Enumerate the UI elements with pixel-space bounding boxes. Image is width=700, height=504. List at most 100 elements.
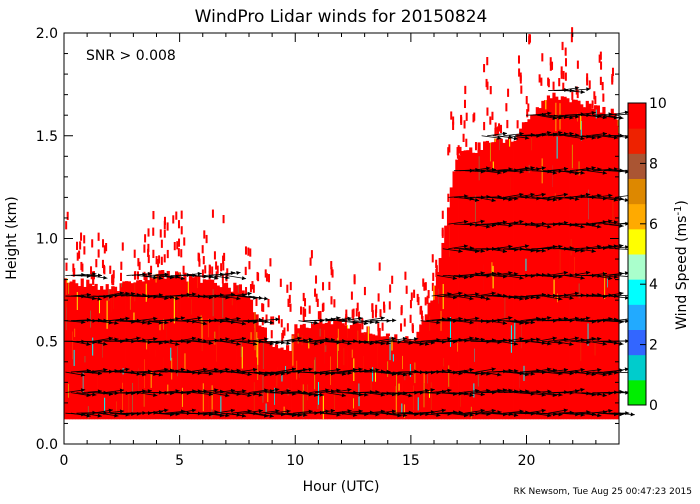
wind-speed-cell (178, 239, 180, 247)
wind-speed-cell (596, 110, 597, 119)
wind-speed-cell (618, 120, 619, 126)
wind-speed-cell (383, 336, 386, 419)
wind-speed-cell (413, 290, 415, 298)
wind-speed-cell (455, 160, 458, 420)
wind-speed-cell (91, 239, 93, 247)
wind-speed-cell (208, 280, 211, 420)
wind-speed-cell (351, 292, 353, 300)
snr-annotation: SNR > 0.008 (86, 48, 176, 64)
wind-speed-cell (213, 289, 214, 316)
colorbar-segment (628, 279, 646, 305)
wind-speed-cell (494, 139, 497, 420)
colorbar-segment (628, 229, 646, 255)
wind-speed-cell (565, 73, 567, 81)
wind-speed-cell (81, 279, 84, 420)
wind-speed-cell (429, 390, 430, 398)
wind-speed-cell (161, 257, 163, 265)
wind-speed-cell (557, 137, 558, 159)
wind-speed-cell (148, 255, 150, 263)
wind-speed-cell (290, 282, 292, 290)
wind-speed-cell (517, 120, 519, 128)
wind-speed-cell (247, 297, 250, 419)
wind-speed-cell (120, 262, 122, 270)
wind-speed-cell (318, 382, 319, 405)
wind-speed-cell (500, 125, 502, 133)
wind-speed-cell (380, 336, 383, 419)
wind-speed-cell (457, 147, 459, 155)
wind-speed-cell (92, 276, 94, 284)
wind-speed-cell (405, 336, 408, 419)
wind-speed-cell (571, 92, 573, 100)
wind-speed-cell (220, 396, 221, 413)
wind-speed-cell (353, 398, 354, 408)
wind-speed-cell (203, 383, 204, 411)
wind-speed-cell (68, 384, 69, 398)
wind-speed-cell (466, 150, 469, 419)
wind-speed-cell (206, 235, 208, 243)
wind-speed-cell (86, 280, 89, 420)
wind-speed-cell (397, 341, 400, 419)
wind-speed-cell (251, 281, 253, 289)
wind-speed-cell (600, 77, 602, 85)
wind-speed-cell (212, 385, 213, 409)
wind-speed-cell (410, 300, 412, 308)
wind-speed-cell (137, 258, 139, 266)
wind-speed-cell (311, 323, 314, 420)
wind-speed-cell (364, 287, 366, 295)
wind-speed-cell (202, 245, 204, 253)
footer-credit: RK Newsom, Tue Aug 25 00:47:23 2015 (514, 487, 693, 497)
wind-speed-cell (464, 100, 466, 108)
x-tick-label: 15 (402, 453, 420, 469)
wind-speed-cell (389, 334, 390, 337)
wind-speed-cell (164, 229, 166, 237)
wind-speed-cell (286, 285, 288, 293)
wind-speed-cell (143, 244, 145, 252)
wind-speed-cell (164, 254, 166, 262)
wind-speed-cell (265, 377, 266, 383)
wind-speed-cell (325, 345, 326, 352)
wind-speed-cell (345, 310, 347, 318)
wind-speed-cell (514, 141, 517, 420)
wind-speed-cell (99, 300, 100, 313)
wind-speed-cell (497, 126, 499, 134)
wind-speed-cell (118, 316, 119, 338)
wind-speed-cell (450, 111, 452, 119)
wind-speed-cell (593, 91, 595, 99)
wind-speed-cell (547, 78, 549, 86)
wind-speed-cell (461, 151, 464, 419)
wind-speed-cell (447, 147, 449, 155)
wind-speed-cell (76, 242, 78, 250)
wind-speed-cell (179, 272, 180, 275)
wind-speed-cell (429, 316, 430, 331)
wind-speed-cell (584, 107, 585, 133)
colorbar-tick-label: 2 (649, 338, 658, 354)
wind-speed-cell (565, 58, 567, 66)
wind-speed-cell (189, 376, 190, 384)
colorbar-title-exponent: -1 (673, 206, 684, 216)
wind-speed-cell (472, 153, 475, 420)
wind-speed-cell (276, 376, 277, 386)
chart-title: WindPro Lidar winds for 20150824 (195, 7, 488, 27)
wind-speed-cell (400, 307, 402, 315)
y-tick-label: 2.0 (36, 26, 58, 42)
wind-speed-cell (121, 283, 122, 287)
wind-speed-cell (558, 78, 560, 86)
wind-speed-cell (281, 319, 283, 327)
wind-speed-cell (80, 233, 82, 241)
wind-speed-cell (158, 255, 160, 263)
colorbar-title-close: ) (674, 200, 690, 205)
wind-speed-cell (589, 80, 591, 88)
wind-speed-cell (125, 281, 128, 419)
wind-speed-cell (447, 194, 449, 202)
wind-speed-cell (612, 200, 613, 223)
wind-speed-cell (391, 339, 394, 419)
wind-speed-cell (161, 270, 164, 419)
wind-speed-cell (194, 276, 197, 420)
wind-speed-cell (134, 282, 135, 301)
wind-speed-cell (380, 309, 382, 317)
colorbar-tick-label: 8 (649, 156, 658, 172)
wind-speed-cell (167, 222, 169, 230)
wind-speed-cell (78, 286, 81, 419)
wind-speed-cell (103, 266, 105, 274)
wind-speed-cell (475, 153, 478, 419)
